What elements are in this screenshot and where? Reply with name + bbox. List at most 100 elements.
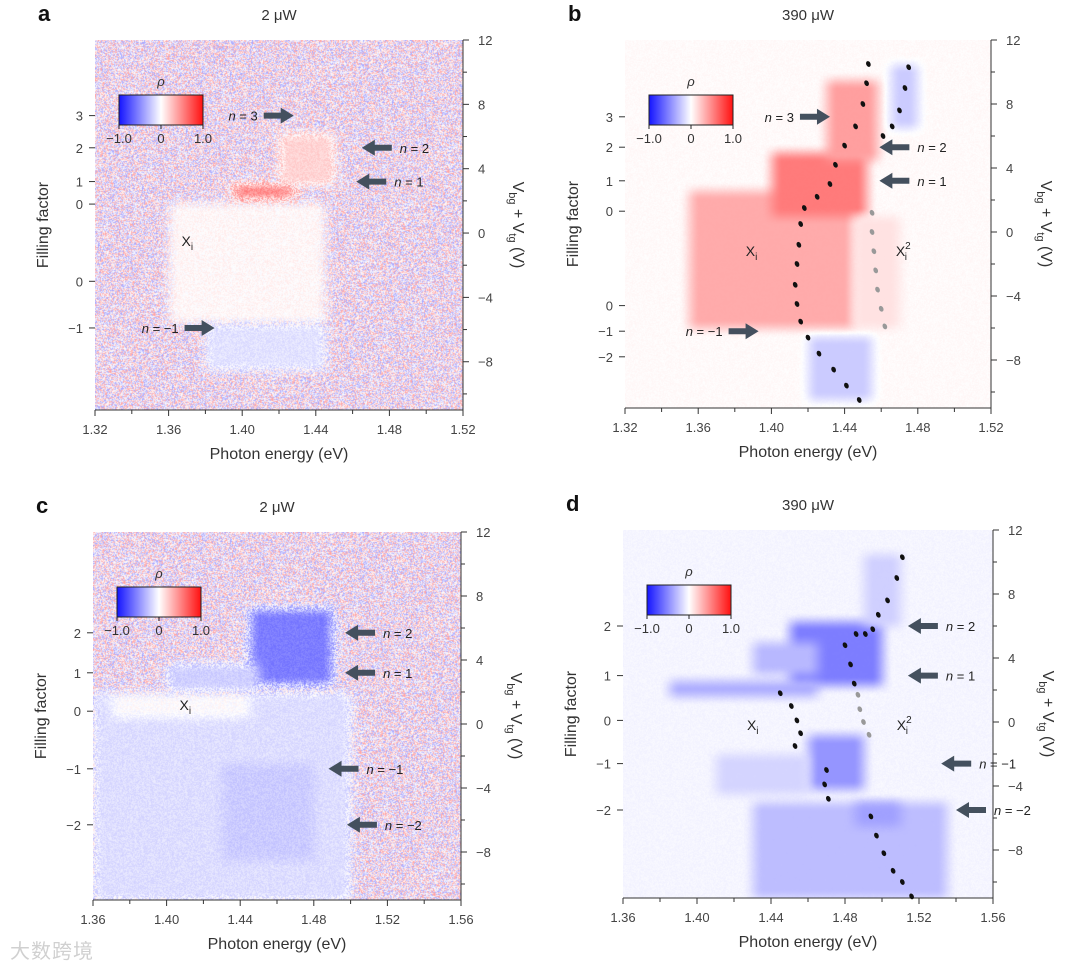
annotation-arrow: n = 1 — [345, 664, 412, 681]
panel-d: d 390 μW 1.36 1.40 1.44 1.48 1.52 1.56 Photon en… — [563, 491, 1056, 951]
trace-4-point — [881, 850, 887, 857]
trace-0-point — [851, 680, 857, 687]
exciton-label: Xi — [747, 717, 759, 737]
plus: + V — [509, 205, 526, 234]
trace-1-point — [857, 706, 863, 713]
n-symbol: n — [142, 321, 149, 336]
annotation-label: n = 1 — [917, 174, 946, 189]
trace-0-point — [833, 161, 838, 168]
trace-2-point — [798, 730, 803, 737]
panel-title: 2 μW — [259, 499, 295, 516]
x-tick-label: 1.36 — [156, 422, 181, 437]
panel-title: 2 μW — [261, 7, 297, 24]
panel-label: a — [38, 1, 51, 26]
exciton-label: X2 i — [896, 241, 911, 263]
right-y-axis-title: Vbg + Vtg (V) — [504, 673, 524, 760]
panel-label: d — [566, 491, 579, 516]
trace-0-point — [796, 241, 802, 248]
trace-4-point — [909, 893, 914, 900]
x-tick-label: 1.56 — [448, 912, 473, 927]
annotation-label: n = 1 — [394, 175, 423, 190]
filling-tick-label: 1 — [604, 669, 611, 684]
trace-0-point — [794, 261, 800, 267]
subscript: bg — [1034, 191, 1046, 203]
v-symbol: V — [509, 182, 526, 193]
x-tick-label: 1.40 — [154, 912, 179, 927]
trace-0-point — [798, 318, 804, 325]
x-tick-label: 1.40 — [684, 910, 709, 925]
x-tick-label: 1.44 — [228, 912, 253, 927]
x-tick-label: 1.40 — [759, 420, 784, 435]
right-y-tick-label: 0 — [1006, 225, 1013, 240]
trace-3-point — [822, 781, 828, 788]
right-y-tick-label: −8 — [1008, 843, 1023, 858]
trace-0-point — [860, 101, 866, 107]
trace-1-point — [880, 133, 886, 139]
subscript: tg — [1034, 232, 1046, 241]
subscript: bg — [504, 683, 516, 695]
trace-0-point — [805, 334, 811, 341]
trace-0-point — [842, 642, 848, 649]
n-symbol: n — [917, 140, 924, 155]
n-value: = −1 — [986, 757, 1016, 772]
exciton-subscript: i — [189, 706, 191, 717]
trace-2-point — [869, 209, 875, 216]
trace-2-point — [869, 229, 875, 235]
x-tick-label: 1.56 — [980, 910, 1005, 925]
filling-tick-label: −1 — [598, 324, 613, 339]
n-value: = −1 — [374, 762, 404, 777]
annotation-arrow: n = 2 — [361, 139, 429, 156]
trace-1-point — [866, 731, 872, 738]
annotation-arrow: n = −2 — [346, 816, 422, 833]
trace-2-point — [875, 286, 880, 293]
n-value: = 1 — [390, 666, 412, 681]
exciton-symbol: X — [181, 233, 191, 249]
trace-0-point — [844, 382, 849, 389]
trace-2-point — [878, 305, 884, 312]
colorbar-label: ρ — [686, 74, 695, 89]
annotation-label: n = 2 — [946, 619, 975, 634]
panel-c: c 2 μW 1.36 1.40 1.44 1.48 1.52 1.56 Photon ener… — [33, 493, 524, 953]
annotation-label: n = 1 — [946, 669, 975, 684]
arrow-head-icon — [328, 760, 342, 777]
n-value: = −1 — [149, 321, 179, 336]
right-y-tick-label: 12 — [1008, 523, 1022, 538]
panel-label: c — [36, 493, 48, 518]
annotation-label: n = −2 — [994, 803, 1031, 818]
trace-0-point — [856, 397, 862, 403]
trace-2-point — [882, 323, 888, 330]
annotation-arrow: n = 3 — [228, 107, 294, 124]
annotation-label: n = 2 — [383, 626, 412, 641]
n-symbol: n — [228, 109, 235, 124]
trace-0-point — [816, 350, 822, 357]
x-tick-label: 1.44 — [303, 422, 328, 437]
right-y-tick-label: 8 — [1006, 97, 1013, 112]
plus: + V — [1037, 204, 1054, 233]
unit: (V) — [1039, 732, 1056, 758]
subscript: tg — [1036, 722, 1048, 731]
right-y-tick-label: 4 — [1008, 651, 1015, 666]
x-tick-label: 1.36 — [610, 910, 635, 925]
colorbar-tick-mid: 0 — [687, 131, 694, 146]
trace-1-point — [906, 64, 912, 71]
colorbar-tick-mid: 0 — [157, 131, 164, 146]
subscript: bg — [506, 192, 518, 204]
filling-tick-label: 2 — [606, 140, 613, 155]
x-axis-title: Photon energy (eV) — [739, 444, 878, 461]
filling-tick-label: 2 — [76, 141, 83, 156]
n-value: = −1 — [693, 324, 723, 339]
filling-tick-label: −2 — [598, 350, 613, 365]
n-symbol: n — [994, 803, 1001, 818]
trace-0-point — [842, 142, 847, 149]
n-symbol: n — [400, 141, 407, 156]
arrow-head-icon — [816, 108, 830, 125]
trace-1-point — [855, 691, 861, 698]
colorbar-tick-mid: 0 — [685, 621, 692, 636]
right-y-tick-label: 0 — [1008, 715, 1015, 730]
n-value: = −2 — [392, 818, 422, 833]
left-y-axis-title: Filling factor — [565, 180, 582, 267]
filling-tick-label: 0 — [74, 704, 81, 719]
n-symbol: n — [394, 175, 401, 190]
n-value: = 1 — [953, 669, 975, 684]
annotation-arrow: n = 2 — [345, 624, 412, 641]
